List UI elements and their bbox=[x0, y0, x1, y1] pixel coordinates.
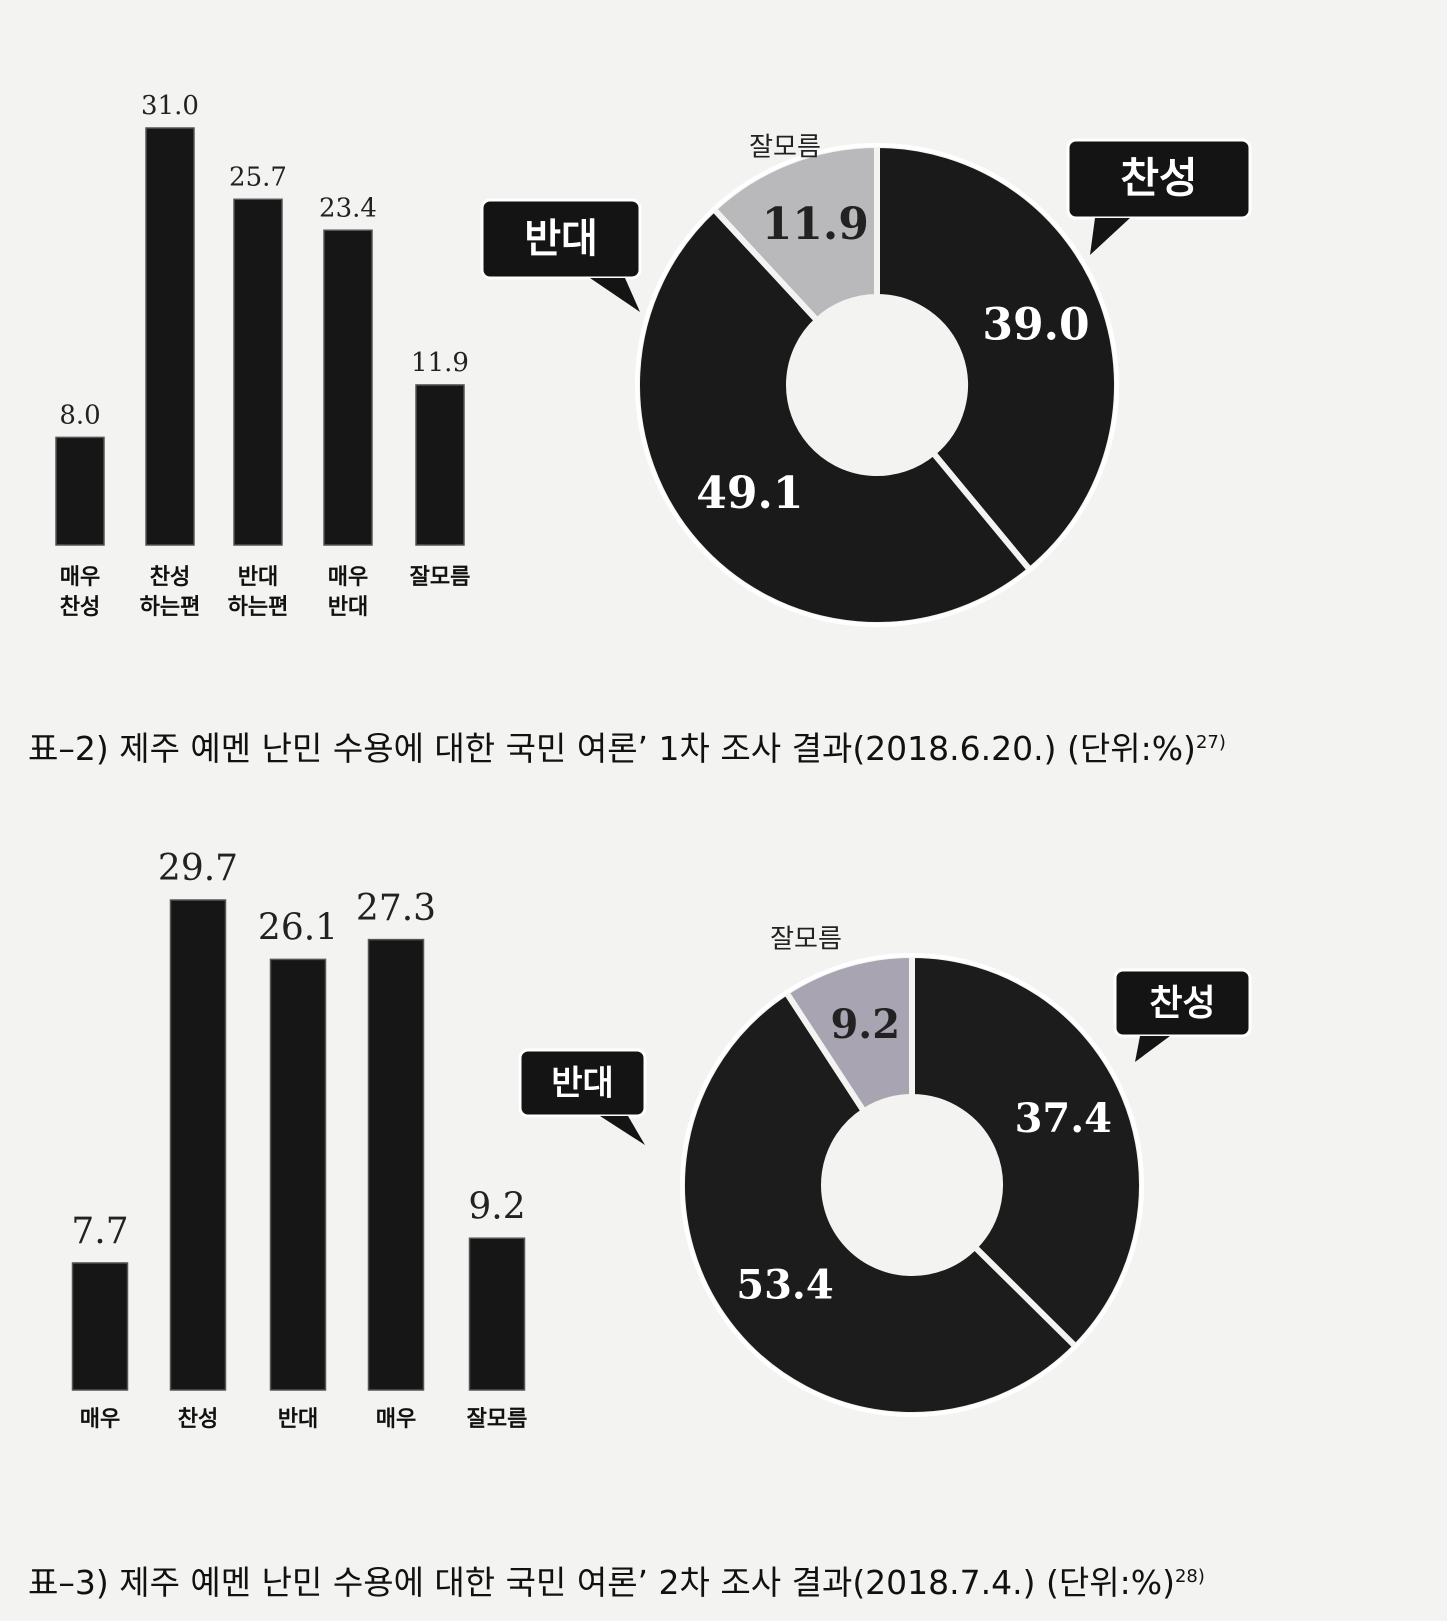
callout-box bbox=[518, 1048, 647, 1118]
bar bbox=[323, 229, 373, 546]
caption: 표–2) 제주 예멘 난민 수용에 대한 국민 여론’ 1차 조사 결과(201… bbox=[28, 722, 1226, 770]
x-tick-label: 찬성 bbox=[60, 595, 100, 620]
value-label: 26.1 bbox=[258, 908, 338, 949]
bar bbox=[269, 958, 327, 1391]
value-label: 27.3 bbox=[356, 888, 436, 929]
value-label: 11.9 bbox=[762, 199, 869, 250]
footnote: 27) bbox=[1195, 732, 1226, 753]
x-tick-label: 매우 bbox=[328, 565, 368, 590]
bar bbox=[71, 1262, 129, 1391]
callout-box bbox=[480, 198, 642, 280]
legend-label: 잘모름 bbox=[770, 925, 842, 955]
callout-tail bbox=[1135, 1036, 1170, 1062]
bar bbox=[169, 899, 227, 1391]
callout-tail bbox=[600, 1116, 645, 1145]
x-tick-label: 하는편 bbox=[228, 595, 289, 620]
bar bbox=[233, 198, 283, 546]
x-tick-label: 매우 bbox=[376, 1407, 416, 1432]
legend-label: 찬성 bbox=[1149, 983, 1215, 1024]
legend-label: 반대 bbox=[551, 1064, 614, 1104]
donut-ring bbox=[680, 953, 1144, 1417]
x-tick-label: 잘모름 bbox=[467, 1407, 528, 1432]
bar bbox=[367, 938, 425, 1391]
callout-box bbox=[1066, 138, 1252, 220]
footnote: 28) bbox=[1174, 1566, 1205, 1587]
value-label: 53.4 bbox=[736, 1262, 833, 1309]
x-tick-label: 반대 bbox=[328, 595, 368, 620]
value-label: 25.7 bbox=[229, 162, 287, 192]
value-label: 23.4 bbox=[319, 193, 377, 223]
x-tick-label: 찬성 bbox=[150, 565, 190, 590]
x-tick-label: 반대 bbox=[238, 565, 278, 590]
bar bbox=[468, 1237, 526, 1391]
value-label: 37.4 bbox=[1015, 1095, 1112, 1142]
value-label: 39.0 bbox=[982, 299, 1089, 350]
donut-ring bbox=[635, 143, 1119, 627]
x-tick-label: 잘모름 bbox=[410, 565, 471, 590]
x-tick-label: 반대 bbox=[278, 1407, 318, 1432]
legend-label: 잘모름 bbox=[749, 133, 821, 163]
callout-tail bbox=[590, 278, 640, 312]
callout-box bbox=[1113, 968, 1252, 1038]
value-label: 11.9 bbox=[411, 348, 469, 378]
value-label: 9.2 bbox=[830, 1001, 900, 1048]
callout-tail bbox=[1090, 218, 1130, 255]
value-label: 49.1 bbox=[696, 468, 803, 519]
x-tick-label: 찬성 bbox=[178, 1407, 218, 1432]
bar bbox=[55, 436, 105, 546]
legend-label: 찬성 bbox=[1120, 154, 1197, 203]
x-tick-label: 하는편 bbox=[140, 595, 201, 620]
caption: 표–3) 제주 예멘 난민 수용에 대한 국민 여론’ 2차 조사 결과(201… bbox=[28, 1556, 1205, 1604]
caption-text: 표–3) 제주 예멘 난민 수용에 대한 국민 여론’ 2차 조사 결과(201… bbox=[28, 1563, 1175, 1602]
value-label: 9.2 bbox=[468, 1186, 525, 1227]
value-label: 29.7 bbox=[158, 848, 238, 889]
value-label: 7.7 bbox=[71, 1211, 128, 1252]
caption-text: 표–2) 제주 예멘 난민 수용에 대한 국민 여론’ 1차 조사 결과(201… bbox=[28, 729, 1196, 768]
legend-label: 반대 bbox=[524, 216, 598, 262]
x-tick-label: 매우 bbox=[80, 1407, 120, 1432]
bar bbox=[415, 384, 465, 546]
value-label: 31.0 bbox=[141, 91, 199, 121]
x-tick-label: 매우 bbox=[60, 565, 100, 590]
bar bbox=[145, 127, 195, 546]
value-label: 8.0 bbox=[59, 401, 100, 431]
